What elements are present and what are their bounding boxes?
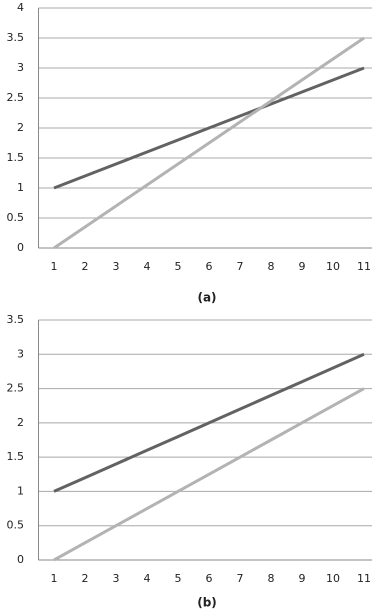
line-series — [53, 66, 365, 190]
x-tick-label: 2 — [82, 572, 89, 585]
y-tick-label: 1 — [17, 484, 24, 497]
y-tick-label: 3 — [17, 61, 24, 74]
x-tick-label: 1 — [51, 260, 58, 273]
y-tick-label: 2.5 — [7, 91, 25, 104]
y-tick-label: 1.5 — [7, 151, 25, 164]
x-tick-label: 11 — [357, 572, 371, 585]
y-tick-label: 0 — [17, 241, 24, 254]
y-tick-label: 1 — [17, 181, 24, 194]
y-tick-label: 2 — [17, 121, 24, 134]
x-tick-label: 1 — [51, 572, 58, 585]
y-tick-label: 0.5 — [7, 211, 25, 224]
y-tick-label: 1.5 — [7, 450, 25, 463]
x-tick-label: 10 — [326, 260, 340, 273]
y-tick-label: 4 — [17, 1, 24, 14]
x-tick-label: 7 — [237, 260, 244, 273]
y-tick-label: 2.5 — [7, 382, 25, 395]
x-tick-label: 9 — [299, 572, 306, 585]
x-tick-label: 11 — [357, 260, 371, 273]
x-tick-label: 6 — [206, 260, 213, 273]
x-tick-label: 4 — [144, 572, 151, 585]
line-series — [53, 387, 365, 562]
y-tick-label: 0.5 — [7, 519, 25, 532]
line-series — [53, 36, 365, 250]
y-tick-label: 3 — [17, 347, 24, 360]
y-tick-label: 3.5 — [7, 313, 25, 326]
x-tick-label: 10 — [326, 572, 340, 585]
x-tick-label: 6 — [206, 572, 213, 585]
x-tick-label: 9 — [299, 260, 306, 273]
chart-caption: (a) — [197, 291, 216, 305]
x-tick-label: 3 — [113, 260, 120, 273]
x-tick-label: 3 — [113, 572, 120, 585]
x-tick-label: 5 — [175, 260, 182, 273]
y-tick-label: 3.5 — [7, 31, 25, 44]
x-tick-label: 4 — [144, 260, 151, 273]
x-tick-label: 8 — [268, 572, 275, 585]
x-tick-label: 2 — [82, 260, 89, 273]
y-tick-label: 0 — [17, 553, 24, 566]
x-tick-label: 8 — [268, 260, 275, 273]
chart-caption: (b) — [197, 596, 217, 610]
line-series — [53, 352, 365, 493]
x-tick-label: 7 — [237, 572, 244, 585]
y-tick-label: 2 — [17, 416, 24, 429]
x-tick-label: 5 — [175, 572, 182, 585]
